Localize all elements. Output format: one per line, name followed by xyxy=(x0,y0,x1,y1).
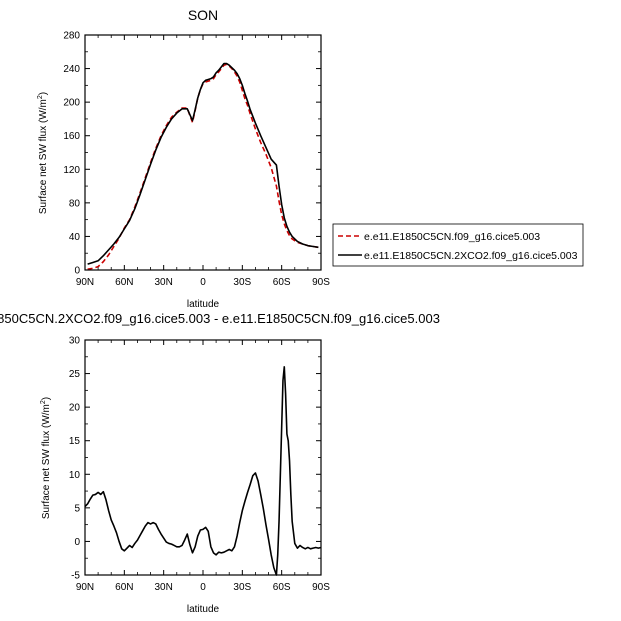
bottom-y-axis-label-sup: 2 xyxy=(40,400,47,404)
panel-bottom: e.e11.E1850C5CN.2XCO2.f09_g16.cice5.003 … xyxy=(0,311,440,615)
bottom-x-tick-label: 60S xyxy=(273,582,291,593)
top-y-axis-label-sup: 2 xyxy=(37,95,44,99)
top-x-tick-label: 30S xyxy=(233,277,251,288)
top-series-line-0 xyxy=(87,63,319,270)
top-x-tick-label: 0 xyxy=(200,277,206,288)
bottom-series-line-0 xyxy=(84,366,322,576)
bottom-x-axis-label: latitude xyxy=(187,604,220,615)
bottom-y-tick-label: 10 xyxy=(69,470,81,481)
top-y-axis-label-main: Surface net SW flux (W/m xyxy=(38,99,49,214)
bottom-y-axis-label-close: ) xyxy=(41,397,52,400)
bottom-y-tick-label: 20 xyxy=(69,403,81,414)
bottom-plot-frame xyxy=(84,339,322,576)
panel-top: SON 90N 60N 30N 0 30S 60S 90S 0 40 80 120 160 200 240… xyxy=(37,7,330,310)
top-y-axis-label-close: ) xyxy=(38,92,49,95)
bottom-y-tick-label: 15 xyxy=(69,436,81,447)
bottom-axes: 90N 60N 30N 0 30S 60S 90S -5 0 5 10 15 20 25 30 xyxy=(69,336,330,594)
top-chart-title: SON xyxy=(188,7,218,23)
top-x-tick-label: 90S xyxy=(312,277,330,288)
top-axes: 90N 60N 30N 0 30S 60S 90S 0 40 80 120 160 200 240 280 xyxy=(63,31,330,289)
bottom-y-axis-label: Surface net SW flux (W/m2) xyxy=(40,397,52,519)
top-y-tick-label: 240 xyxy=(63,64,80,75)
bottom-x-tick-label: 0 xyxy=(200,582,206,593)
top-series-group xyxy=(87,62,319,270)
legend-label-2xco2: e.e11.E1850C5CN.2XCO2.f09_g16.cice5.003 xyxy=(364,250,578,262)
top-series-line-1 xyxy=(87,62,319,265)
bottom-y-tick-label: 5 xyxy=(74,503,80,514)
top-x-tick-label: 30N xyxy=(154,277,172,288)
top-y-tick-label: 280 xyxy=(63,31,80,42)
top-y-axis-label: Surface net SW flux (W/m2) xyxy=(37,92,49,214)
top-y-tick-label: 0 xyxy=(74,266,80,277)
bottom-series-group xyxy=(84,366,322,576)
top-y-tick-label: 160 xyxy=(63,131,80,142)
top-y-tick-label: 40 xyxy=(69,232,81,243)
bottom-x-tick-label: 60N xyxy=(115,582,133,593)
top-y-tick-label: 120 xyxy=(63,165,80,176)
legend-label-control: e.e11.E1850C5CN.f09_g16.cice5.003 xyxy=(364,231,540,243)
top-x-tick-label: 60S xyxy=(273,277,291,288)
bottom-y-tick-label: 0 xyxy=(74,537,80,548)
legend: e.e11.E1850C5CN.f09_g16.cice5.003 e.e11.… xyxy=(332,223,584,267)
bottom-x-tick-label: 30S xyxy=(233,582,251,593)
bottom-chart-title: e.e11.E1850C5CN.2XCO2.f09_g16.cice5.003 … xyxy=(0,311,440,326)
bottom-y-tick-label: -5 xyxy=(71,571,80,582)
top-y-tick-label: 200 xyxy=(63,98,80,109)
bottom-y-tick-label: 25 xyxy=(69,369,81,380)
bottom-x-tick-label: 30N xyxy=(154,582,172,593)
top-x-tick-label: 60N xyxy=(115,277,133,288)
top-x-tick-label: 90N xyxy=(76,277,94,288)
top-x-axis-label: latitude xyxy=(187,299,220,310)
bottom-x-tick-label: 90N xyxy=(76,582,94,593)
legend-box xyxy=(332,223,584,267)
bottom-y-axis-label-main: Surface net SW flux (W/m xyxy=(41,404,52,519)
top-y-tick-label: 80 xyxy=(69,198,81,209)
bottom-x-tick-label: 90S xyxy=(312,582,330,593)
bottom-y-tick-label: 30 xyxy=(69,336,81,347)
